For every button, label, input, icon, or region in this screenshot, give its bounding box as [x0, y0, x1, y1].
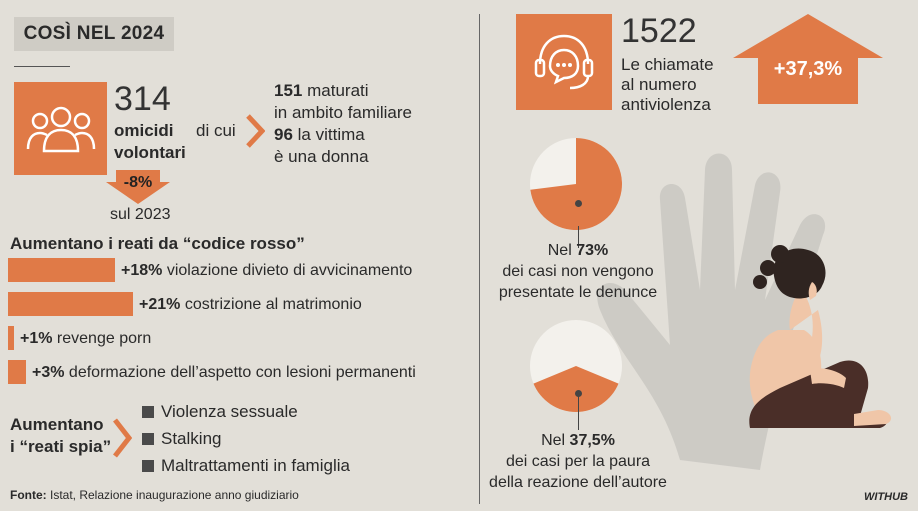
pie2-leader-dot: [575, 390, 582, 397]
pie1-value-slice: [530, 138, 622, 230]
bar: [8, 258, 115, 282]
calls-text-2: al numero: [621, 75, 697, 94]
call-center-headset-icon: [516, 14, 612, 110]
bar: [8, 292, 133, 316]
bar-label: revenge porn: [56, 329, 152, 347]
list-item-label: Violenza sessuale: [161, 401, 298, 421]
detail2-text1: la vittima: [297, 125, 365, 144]
vertical-divider: [479, 14, 480, 504]
pie1-caption-pre: Nel: [547, 242, 572, 259]
homicides-change-ref: sul 2023: [110, 206, 171, 223]
calls-change: +37,3%: [773, 58, 843, 80]
pie1-caption-line2: dei casi non vengono: [502, 263, 654, 280]
bullet-square-icon: [142, 432, 154, 445]
chevron-right-icon: [113, 418, 132, 458]
pie1-leader-dot: [575, 200, 582, 207]
detail2-text2: è una donna: [274, 147, 369, 166]
detail1-text2: in ambito familiare: [274, 103, 412, 122]
bar-row: +1% revenge porn: [8, 325, 416, 351]
bar: [8, 326, 14, 350]
list-item: Violenza sessuale: [142, 398, 350, 425]
source-label: Fonte:: [10, 488, 47, 502]
codice-rosso-heading: Aumentano i reati da “codice rosso”: [10, 234, 305, 253]
pie1-leader-line: [578, 226, 579, 248]
up-arrow-icon: [733, 14, 883, 104]
pie2-caption-pct: 37,5%: [569, 432, 615, 449]
source-text: Istat, Relazione inaugurazione anno giud…: [50, 488, 299, 502]
homicides-label-1: omicidi: [114, 121, 174, 140]
pie2-caption-line2: dei casi per la paura: [505, 453, 651, 470]
di-cui-label: di cui: [196, 121, 236, 140]
bar-label: deformazione dell’aspetto con lesioni pe…: [68, 363, 416, 381]
sitting-woman-illustration: [749, 245, 892, 428]
bar-pct: +1%: [20, 329, 53, 347]
bar-pct: +18%: [121, 261, 163, 279]
bar-pct: +3%: [32, 363, 65, 381]
homicides-change: -8%: [123, 174, 153, 191]
bar-pct: +21%: [139, 295, 181, 313]
pie1-caption-line3: presentate le denunce: [498, 284, 658, 301]
codice-rosso-chart: +18% violazione divieto di avvicinamento…: [8, 257, 416, 385]
pie-chart-denunce: [530, 138, 622, 230]
detail1-text1: maturati: [307, 81, 369, 100]
pie2-caption: Nel 37,5% dei casi per la paura della re…: [478, 430, 678, 493]
bar-label: violazione divieto di avvicinamento: [166, 261, 413, 279]
bar-row: +3% deformazione dell’aspetto con lesion…: [8, 359, 416, 385]
pie2-value-slice: [533, 366, 619, 412]
bar-row: +21% costrizione al matrimonio: [8, 291, 416, 317]
detail2-number: 96: [274, 125, 293, 144]
source: Fonte: Istat, Relazione inaugurazione an…: [10, 488, 299, 502]
homicides-number: 314: [114, 80, 171, 118]
chevron-right-icon: [246, 114, 265, 148]
calls-text-3: antiviolenza: [621, 95, 711, 114]
bar-label: costrizione al matrimonio: [184, 295, 362, 313]
list-item: Stalking: [142, 425, 350, 452]
divider: [14, 66, 70, 67]
homicides-label-2: volontari: [114, 143, 186, 162]
pie-chart-paura: [530, 320, 622, 412]
list-item-label: Maltrattamenti in famiglia: [161, 455, 350, 475]
bullet-square-icon: [142, 459, 154, 472]
reati-spia-heading-2: i “reati spia”: [10, 437, 112, 456]
bar: [8, 360, 26, 384]
bar-row: +18% violazione divieto di avvicinamento: [8, 257, 416, 283]
pie2-leader-line: [578, 394, 579, 430]
down-arrow-icon: [106, 170, 170, 204]
list-item-label: Stalking: [161, 428, 222, 448]
calls-number: 1522: [621, 12, 697, 50]
watermark: WITHUB: [864, 491, 908, 503]
pie2-caption-pre: Nel: [541, 432, 566, 449]
pie1-caption-pct: 73%: [576, 242, 609, 259]
pie1-caption: Nel 73% dei casi non vengono presentate …: [478, 240, 678, 303]
detail1-number: 151: [274, 81, 303, 100]
pie2-caption-line3: della reazione dell’autore: [489, 474, 667, 491]
bullet-square-icon: [142, 405, 154, 418]
people-group-icon: [14, 82, 107, 175]
list-item: Maltrattamenti in famiglia: [142, 452, 350, 479]
page-title: COSÌ NEL 2024: [14, 17, 174, 51]
reati-spia-heading-1: Aumentano: [10, 415, 104, 434]
calls-text-1: Le chiamate: [621, 55, 714, 74]
